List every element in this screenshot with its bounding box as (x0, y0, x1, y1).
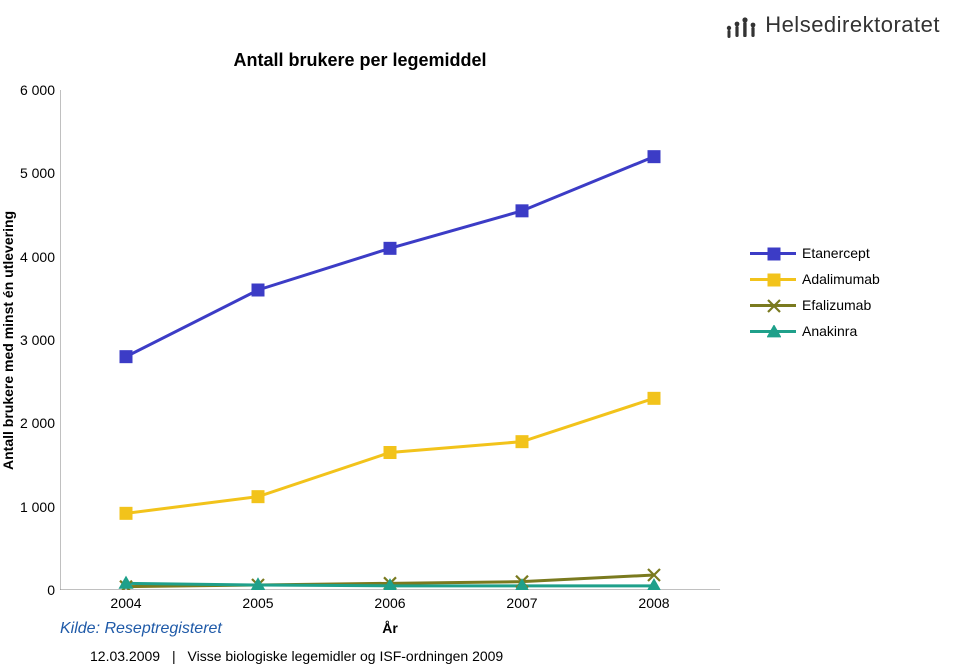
square-marker-icon (767, 247, 781, 261)
y-tick-label: 6 000 (5, 83, 55, 97)
legend-label: Etanercept (802, 245, 870, 261)
legend-label: Adalimumab (802, 271, 880, 287)
legend-swatch (750, 295, 796, 315)
chart-title: Antall brukere per legemiddel (0, 50, 720, 71)
x-tick-label: 2005 (228, 595, 288, 611)
legend-item: Adalimumab (750, 266, 950, 292)
legend-label: Efalizumab (802, 297, 871, 313)
footer-text: Visse biologiske legemidler og ISF-ordni… (188, 648, 504, 664)
x-marker-icon (767, 299, 781, 313)
y-tick-label: 0 (5, 583, 55, 597)
y-tick-label: 4 000 (5, 250, 55, 264)
legend: Etanercept Adalimumab Efalizumab Anakinra (750, 240, 950, 344)
triangle-marker-icon (767, 325, 781, 339)
line-chart: 01 0002 0003 0004 0005 0006 000 20042005… (60, 90, 720, 590)
legend-item: Anakinra (750, 318, 950, 344)
legend-item: Etanercept (750, 240, 950, 266)
x-tick-label: 2004 (96, 595, 156, 611)
brand-logo: Helsedirektoratet (723, 10, 940, 40)
legend-swatch (750, 243, 796, 263)
y-tick-label: 3 000 (5, 333, 55, 347)
x-tick-label: 2008 (624, 595, 684, 611)
brand-name: Helsedirektoratet (765, 12, 940, 38)
logo-icon (723, 10, 759, 40)
legend-item: Efalizumab (750, 292, 950, 318)
y-tick-label: 5 000 (5, 166, 55, 180)
legend-swatch (750, 321, 796, 341)
source-label: Kilde: Reseptregisteret (60, 620, 222, 638)
chart-svg (60, 90, 720, 590)
x-tick-label: 2007 (492, 595, 552, 611)
footer-date: 12.03.2009 (90, 648, 160, 664)
legend-swatch (750, 269, 796, 289)
separator: | (172, 648, 176, 664)
y-tick-label: 2 000 (5, 416, 55, 430)
y-tick-label: 1 000 (5, 500, 55, 514)
footer: 12.03.2009 | Visse biologiske legemidler… (90, 648, 503, 664)
x-tick-label: 2006 (360, 595, 420, 611)
legend-label: Anakinra (802, 323, 857, 339)
square-marker-icon (767, 273, 781, 287)
